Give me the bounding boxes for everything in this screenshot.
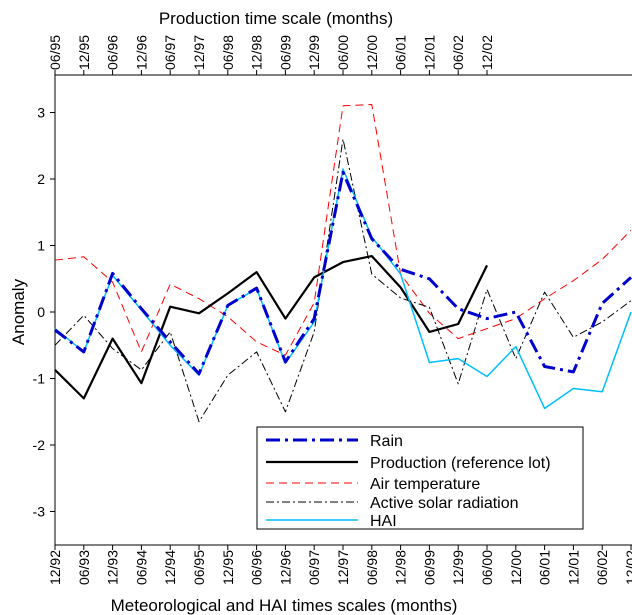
y-tick-label: 2: [37, 171, 45, 187]
y-tick-label: 0: [37, 304, 45, 320]
bottom-tick-label: 06/98: [364, 550, 380, 585]
top-tick-label: 12/00: [364, 35, 380, 70]
series-lines: [54, 104, 632, 423]
top-tick-label: 12/98: [249, 35, 265, 70]
top-axis-title: Production time scale (months): [159, 9, 393, 28]
top-tick-label: 06/01: [393, 35, 409, 70]
top-tick-label: 06/00: [335, 35, 351, 70]
bottom-tick-label: 06/99: [421, 550, 437, 585]
y-tick-label: -2: [33, 437, 46, 453]
top-tick-label: 06/96: [105, 35, 121, 70]
bottom-tick-label: 06/00: [479, 550, 495, 585]
top-tick-label: 06/97: [162, 35, 178, 70]
top-tick-label: 12/96: [133, 35, 149, 70]
top-ticks: 06/95 12/95 06/96 12/96 06/97 12/97 06/98 12/98…: [47, 35, 495, 75]
top-tick-label: 06/98: [220, 35, 236, 70]
series-line-rain: [54, 170, 632, 376]
top-tick-label: 06/02: [450, 35, 466, 70]
bottom-tick-label: 12/97: [335, 550, 351, 585]
y-tick-label: 3: [37, 105, 45, 121]
bottom-tick-label: 06/93: [76, 550, 92, 585]
series-line-active-solar-radiation: [54, 138, 632, 423]
bottom-tick-label: 06/97: [306, 550, 322, 585]
legend-label-rain: Rain: [370, 433, 403, 450]
bottom-tick-label: 12/96: [277, 550, 293, 585]
y-tick-label: 1: [37, 238, 45, 254]
legend-label-air-temperature: Air temperature: [370, 476, 480, 493]
bottom-tick-label: 06/02: [594, 550, 610, 585]
bottom-tick-label: 12/02: [623, 550, 632, 585]
bottom-tick-label: 06/01: [537, 550, 553, 585]
top-tick-label: 06/99: [277, 35, 293, 70]
series-line-production-reference-lot: [54, 255, 488, 400]
bottom-tick-label: 12/95: [220, 550, 236, 585]
y-tick-label: -1: [33, 371, 46, 387]
y-ticks: -3 -2 -1 0 1 2 3: [33, 105, 55, 520]
series-line-hai: [54, 168, 632, 410]
bottom-tick-label: 06/95: [191, 550, 207, 585]
top-tick-label: 12/99: [306, 35, 322, 70]
bottom-axis-title: Meteorological and HAI times scales (mon…: [111, 596, 458, 615]
bottom-tick-label: 12/94: [162, 550, 178, 585]
bottom-tick-label: 12/92: [47, 550, 63, 585]
bottom-ticks: 12/92 06/93 12/93 06/94 12/94 06/95 12/95 06/96…: [47, 545, 632, 585]
legend: Rain Production (reference lot) Air temp…: [256, 426, 584, 530]
bottom-tick-label: 06/94: [133, 550, 149, 585]
bottom-tick-label: 12/99: [450, 550, 466, 585]
legend-label-production: Production (reference lot): [370, 455, 551, 472]
top-tick-label: 06/95: [47, 35, 63, 70]
legend-box: [256, 426, 584, 530]
top-tick-label: 12/02: [479, 35, 495, 70]
y-axis-title: Anomaly: [9, 278, 28, 345]
top-tick-label: 12/01: [421, 35, 437, 70]
bottom-tick-label: 12/01: [565, 550, 581, 585]
top-tick-label: 12/95: [76, 35, 92, 70]
bottom-tick-label: 12/93: [105, 550, 121, 585]
bottom-tick-label: 12/98: [393, 550, 409, 585]
bottom-tick-label: 06/96: [249, 550, 265, 585]
y-tick-label: -3: [33, 504, 46, 520]
series-line-air-temperature: [54, 104, 632, 356]
legend-label-active-solar-radiation: Active solar radiation: [370, 495, 519, 512]
bottom-tick-label: 12/00: [508, 550, 524, 585]
legend-label-hai: HAI: [370, 513, 397, 530]
top-tick-label: 12/97: [191, 35, 207, 70]
